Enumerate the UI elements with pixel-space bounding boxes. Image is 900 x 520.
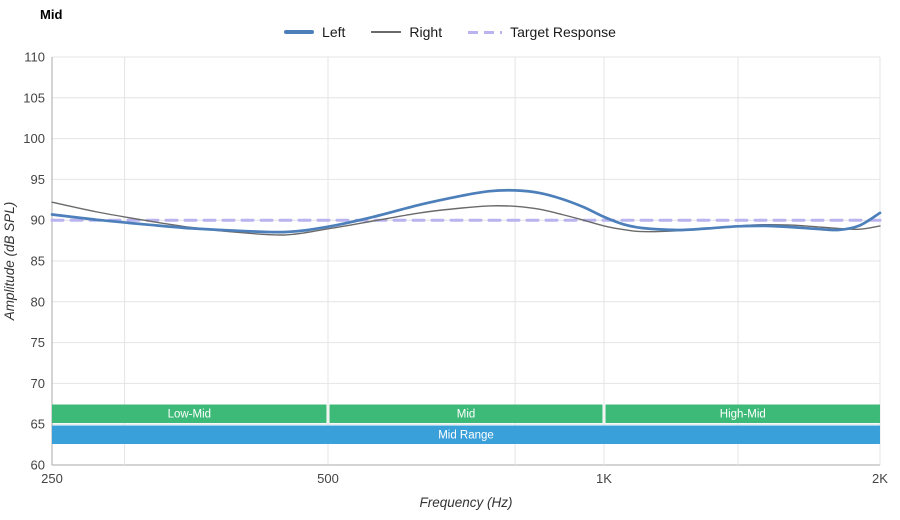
- x-tick-label-1K: 1K: [596, 471, 612, 486]
- y-tick-label-95: 95: [31, 172, 45, 187]
- series-layer: [50, 188, 882, 236]
- legend-swatch-solid-thin: [371, 31, 402, 33]
- legend-item-left[interactable]: Left: [284, 24, 345, 40]
- y-tick-label-75: 75: [31, 335, 45, 350]
- x-tick-label-500: 500: [317, 471, 339, 486]
- ticks-layer: 60 65 70 75 80 85 90 95 100 105 110 250 500 1K 2K: [23, 50, 888, 487]
- legend-label: Left: [322, 24, 346, 40]
- legend-swatch-dashed: [468, 30, 503, 34]
- band-label-mid: Mid: [457, 409, 476, 421]
- band-label-high-mid: High-Mid: [720, 409, 766, 421]
- x-tick-label-250: 250: [41, 471, 63, 486]
- legend-item-right[interactable]: Right: [371, 24, 442, 40]
- legend-item-target-response[interactable]: Target Response: [468, 24, 616, 40]
- series-line-right: [51, 201, 881, 236]
- y-axis-title: Amplitude (dB SPL): [2, 202, 17, 322]
- series-line-left: [50, 188, 882, 234]
- y-tick-label-70: 70: [31, 376, 45, 391]
- band-low-mid: [52, 404, 327, 423]
- band-mid: [329, 404, 603, 423]
- bands-layer: Low-Mid Mid High-Mid Mid Range: [52, 404, 880, 444]
- legend-swatch-solid-thick: [284, 30, 315, 34]
- y-tick-label-80: 80: [31, 294, 45, 309]
- y-tick-label-100: 100: [23, 131, 45, 146]
- y-tick-label-90: 90: [31, 213, 45, 228]
- legend-label: Right: [409, 24, 443, 40]
- y-tick-label-105: 105: [23, 90, 45, 105]
- y-tick-label-85: 85: [31, 254, 45, 269]
- x-axis-title: Frequency (Hz): [419, 495, 512, 510]
- y-tick-label-60: 60: [31, 458, 45, 473]
- band-high-mid: [605, 404, 880, 423]
- chart-title: Mid: [40, 7, 63, 22]
- band-mid-range: [52, 425, 880, 444]
- y-tick-label-110: 110: [24, 50, 45, 65]
- grid-layer: [51, 56, 881, 466]
- x-tick-label-2K: 2K: [872, 471, 888, 486]
- legend-label: Target Response: [510, 24, 616, 40]
- band-label-mid-range: Mid Range: [438, 430, 494, 442]
- band-label-low-mid: Low-Mid: [168, 409, 211, 421]
- y-tick-label-65: 65: [31, 417, 45, 432]
- legend: Left Right Target Response: [0, 24, 900, 40]
